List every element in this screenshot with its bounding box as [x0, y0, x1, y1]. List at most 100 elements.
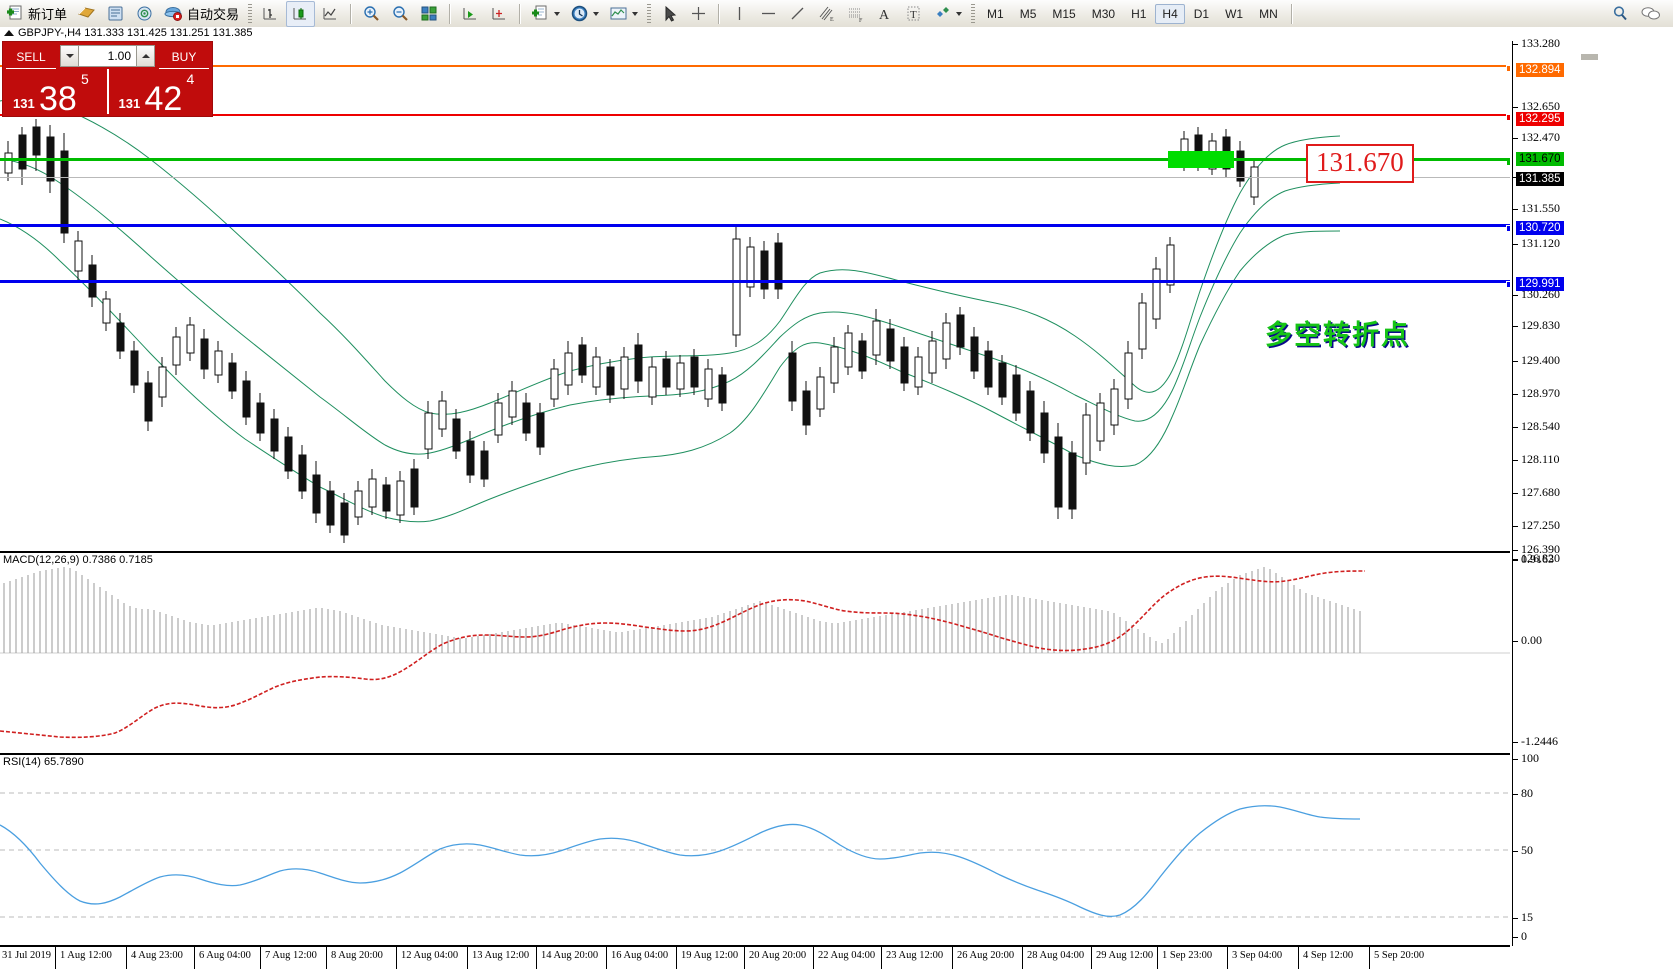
buy-quote[interactable]: 131 42 4: [109, 69, 213, 116]
rsi-y-tick: 100: [1513, 751, 1539, 766]
tile-windows-button[interactable]: [416, 2, 443, 26]
indicators-icon: [531, 4, 550, 23]
green-price-label: 131.670: [1516, 152, 1564, 166]
last-price-label: 131.385: [1516, 172, 1564, 186]
text-tool-button[interactable]: A: [871, 2, 898, 26]
toolbar-grip-3[interactable]: [971, 3, 976, 24]
green-level-line[interactable]: [0, 158, 1510, 166]
y-tick: 127.680: [1513, 485, 1560, 500]
price-chart-svg[interactable]: [0, 41, 1510, 551]
orange-level-line[interactable]: [0, 65, 1510, 72]
indicators-button[interactable]: [527, 2, 564, 26]
bollinger-upper-band: [0, 98, 1341, 415]
red-level-line[interactable]: [0, 114, 1510, 121]
volume-stepper[interactable]: 1.00: [60, 45, 155, 67]
x-tick: 5 Sep 20:00: [1374, 950, 1425, 961]
new-order-button[interactable]: 新订单: [1, 2, 71, 26]
blue-level-1-handle[interactable]: [1506, 225, 1510, 232]
sell-quote[interactable]: 131 38 5: [3, 69, 109, 116]
sell-button[interactable]: SELL: [6, 45, 56, 69]
timeframe-w1[interactable]: W1: [1225, 6, 1244, 21]
svg-text:F: F: [859, 18, 863, 23]
timeframe-d1[interactable]: D1: [1193, 6, 1210, 21]
chart-scroll-tab[interactable]: [1581, 54, 1598, 60]
toolbar-grip-2[interactable]: [647, 3, 652, 24]
zoom-in-button[interactable]: [358, 2, 385, 26]
rsi-pane[interactable]: RSI(14) 65.7890: [0, 755, 1510, 947]
templates-dropdown-caret[interactable]: [632, 11, 639, 16]
blue-level-line-1[interactable]: [0, 224, 1510, 232]
timeframe-m5[interactable]: M5: [1019, 6, 1037, 21]
timeframe-h1[interactable]: H1: [1131, 6, 1147, 21]
period-button[interactable]: [566, 2, 603, 26]
y-tick: 126.820: [1513, 551, 1560, 566]
search-button[interactable]: [1607, 2, 1634, 26]
timeframe-mn[interactable]: MN: [1259, 6, 1278, 21]
chinese-annotation[interactable]: 多空转折点: [1265, 320, 1410, 351]
orange-level-handle[interactable]: [1506, 65, 1510, 72]
volume-input[interactable]: 1.00: [79, 45, 136, 67]
trendline-tool-button[interactable]: [784, 2, 811, 26]
timeframe-m15[interactable]: M15: [1052, 6, 1076, 21]
buy-button[interactable]: BUY: [159, 45, 209, 69]
chat-button[interactable]: [1636, 2, 1665, 26]
red-level-handle[interactable]: [1506, 114, 1510, 121]
text-icon: A: [875, 4, 894, 23]
x-tick: 13 Aug 12:00: [472, 950, 530, 961]
time-scale[interactable]: 31 Jul 2019 1 Aug 12:00 4 Aug 23:00 6 Au…: [0, 946, 1510, 969]
y-tick-dash: [1513, 106, 1518, 108]
y-tick: 131.550: [1513, 201, 1560, 216]
shapes-tool-button[interactable]: [929, 2, 966, 26]
blue-level-2-handle[interactable]: [1506, 281, 1510, 288]
new-order-icon: [5, 4, 24, 23]
chart-restore-icon[interactable]: [4, 30, 14, 36]
volume-increase-button[interactable]: [136, 45, 155, 67]
volume-decrease-button[interactable]: [60, 45, 79, 67]
timeframe-h4[interactable]: H4: [1155, 3, 1185, 24]
price-pane[interactable]: 131.670 多空转折点: [0, 41, 1510, 553]
chart-plot-area[interactable]: 131.670 多空转折点 MACD(12,26,9) 0.7386 0.718…: [0, 41, 1510, 947]
equidistant-channel-icon: E: [817, 4, 836, 23]
line-chart-button[interactable]: [317, 2, 344, 26]
navigator-button[interactable]: [131, 2, 158, 26]
zoom-out-button[interactable]: [387, 2, 414, 26]
timeframe-m1[interactable]: M1: [987, 6, 1004, 21]
bar-chart-button[interactable]: [257, 2, 284, 26]
y-tick: 128.110: [1513, 452, 1560, 467]
candlestick-chart-button[interactable]: [286, 0, 316, 27]
crosshair-tool-button[interactable]: [685, 2, 712, 26]
y-tick-dash: [1513, 176, 1518, 178]
y-tick: 131.120: [1513, 236, 1560, 251]
period-dropdown-caret[interactable]: [593, 11, 600, 16]
macd-histogram: [3, 567, 1361, 653]
market-watch-button[interactable]: [102, 2, 129, 26]
auto-trading-button[interactable]: 自动交易: [160, 2, 243, 26]
y-tick-dash: [1513, 558, 1518, 560]
shapes-dropdown-caret[interactable]: [956, 11, 963, 16]
auto-scroll-button[interactable]: [486, 2, 513, 26]
blue-level-line-2[interactable]: [0, 280, 1510, 288]
templates-button[interactable]: [605, 2, 642, 26]
orange-price-label: 132.894: [1516, 63, 1564, 77]
hline-tool-button[interactable]: [755, 2, 782, 26]
y-tick: 127.250: [1513, 518, 1560, 533]
green-highlight-box[interactable]: [1168, 151, 1234, 168]
auto-trading-label: 自动交易: [187, 8, 240, 23]
price-scale[interactable]: 133.280 132.650 132.470 131.980 131.550 …: [1512, 36, 1673, 946]
text-label-tool-button[interactable]: T: [900, 2, 927, 26]
vline-tool-button[interactable]: [726, 2, 753, 26]
timeframe-m30[interactable]: M30: [1091, 6, 1116, 21]
indicators-dropdown-caret[interactable]: [554, 11, 561, 16]
shift-end-button[interactable]: [457, 2, 484, 26]
toolbar-grip-1[interactable]: [248, 3, 253, 24]
y-tick-dash: [1513, 559, 1518, 561]
price-callout[interactable]: 131.670: [1306, 144, 1414, 183]
one-click-trading-panel[interactable]: SELL 1.00 BUY 131 38 5: [2, 41, 213, 117]
macd-pane[interactable]: MACD(12,26,9) 0.7386 0.7185: [0, 553, 1510, 755]
chart-window[interactable]: GBPJPY-,H4 131.333 131.425 131.251 131.3…: [0, 27, 1673, 969]
equidistant-channel-tool-button[interactable]: E: [813, 2, 840, 26]
cursor-tool-button[interactable]: [656, 2, 683, 26]
fibonacci-tool-button[interactable]: F: [842, 2, 869, 26]
terminal-button[interactable]: [73, 2, 100, 26]
